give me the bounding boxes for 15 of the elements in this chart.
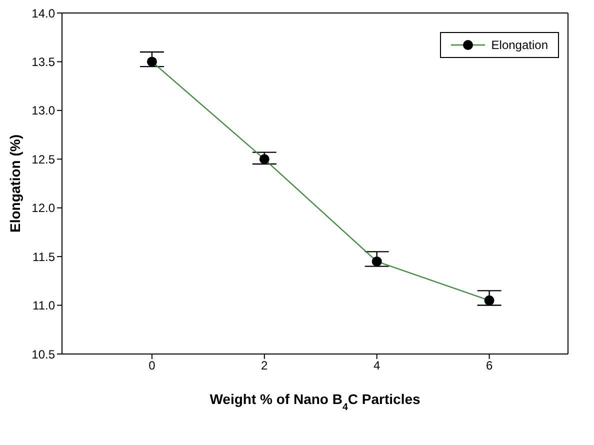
y-tick-label: 13.5 [32,54,56,69]
y-tick-label: 13.0 [32,104,56,118]
x-tick-label: 6 [486,358,493,373]
x-tick-label: 4 [374,358,380,373]
y-tick-label: 11.0 [32,298,56,313]
y-axis-title: Elongation (%) [7,134,23,232]
y-tick-label: 10.5 [32,347,56,362]
y-tick-label: 14.0 [32,6,56,20]
legend-label: Elongation [491,38,548,52]
x-tick-label: 0 [148,358,156,373]
x-tick-label: 2 [261,358,268,373]
y-tick-label: 11.5 [32,250,56,264]
y-tick-label: 12.0 [32,201,56,216]
x-axis-title: Weight % of Nano B$_{4}$C Particles [210,391,420,412]
y-tick-label: 12.5 [32,152,56,166]
